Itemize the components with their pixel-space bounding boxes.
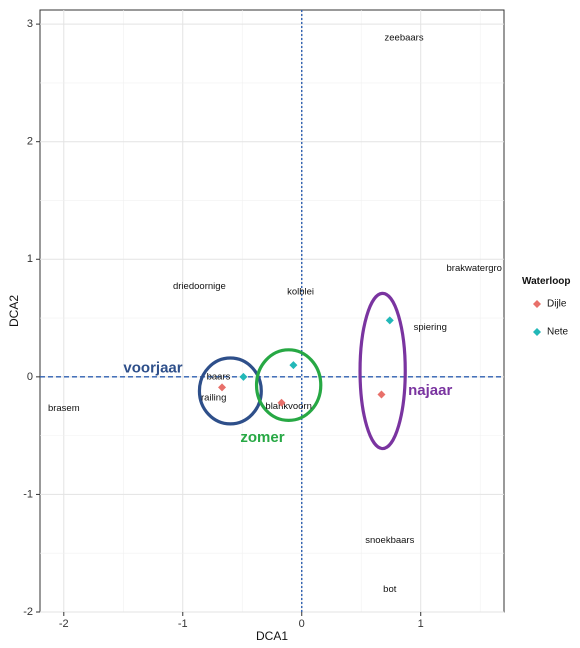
season-label-voorjaar: voorjaar bbox=[123, 360, 182, 377]
data-point-nete bbox=[239, 372, 248, 381]
species-label: kolblei bbox=[287, 287, 314, 298]
legend-key-nete bbox=[533, 328, 541, 336]
legend: Waterloop Dijle Nete bbox=[522, 276, 571, 338]
reference-lines bbox=[40, 10, 504, 612]
legend-label-nete: Nete bbox=[547, 327, 569, 338]
legend-label-dijle: Dijle bbox=[547, 299, 567, 310]
plot-panel bbox=[39, 9, 505, 613]
x-tick-label: -2 bbox=[59, 618, 69, 630]
y-tick-label: -1 bbox=[23, 488, 33, 500]
y-tick-label: 1 bbox=[27, 253, 33, 265]
species-label: blankvoorn bbox=[265, 401, 311, 412]
season-ellipses: voorjaar zomer najaar bbox=[123, 291, 452, 451]
x-tick-label: 1 bbox=[418, 618, 424, 630]
species-label: brakwatergro bbox=[447, 263, 502, 274]
y-tick-labels: -2 -1 0 1 2 3 bbox=[23, 18, 40, 618]
season-label-zomer: zomer bbox=[240, 429, 284, 446]
species-label: railing bbox=[201, 393, 226, 404]
species-label: snoekbaars bbox=[365, 535, 414, 546]
species-label: spiering bbox=[414, 322, 447, 333]
data-point-dijle bbox=[377, 390, 386, 399]
sample-points bbox=[218, 316, 394, 407]
data-point-nete bbox=[289, 361, 298, 370]
legend-key-dijle bbox=[533, 300, 541, 308]
data-point-dijle bbox=[218, 383, 227, 392]
season-label-najaar: najaar bbox=[408, 382, 452, 399]
season-ellipse-najaar bbox=[358, 291, 407, 451]
y-tick-label: 3 bbox=[27, 18, 33, 30]
species-label: driedoornige bbox=[173, 281, 226, 292]
y-tick-label: 2 bbox=[27, 136, 33, 148]
x-axis-title: DCA1 bbox=[256, 629, 288, 643]
species-labels: zeebaars brakwatergro driedoornige kolblei s… bbox=[48, 33, 502, 595]
species-label: zeebaars bbox=[385, 33, 424, 44]
x-tick-labels: -2 -1 0 1 bbox=[59, 612, 424, 630]
y-axis-title: DCA2 bbox=[7, 295, 21, 327]
y-tick-label: -2 bbox=[23, 606, 33, 618]
x-tick-label: 0 bbox=[299, 618, 305, 630]
x-tick-label: -1 bbox=[178, 618, 188, 630]
species-label: bot bbox=[383, 584, 397, 595]
data-point-dijle bbox=[277, 398, 286, 407]
species-label: brasem bbox=[48, 403, 80, 414]
legend-title: Waterloop bbox=[522, 276, 571, 287]
season-ellipse-voorjaar bbox=[197, 356, 263, 426]
data-point-nete bbox=[385, 316, 394, 325]
season-ellipse-zomer bbox=[254, 348, 323, 422]
species-label: baars bbox=[207, 371, 231, 382]
y-tick-label: 0 bbox=[27, 371, 33, 383]
